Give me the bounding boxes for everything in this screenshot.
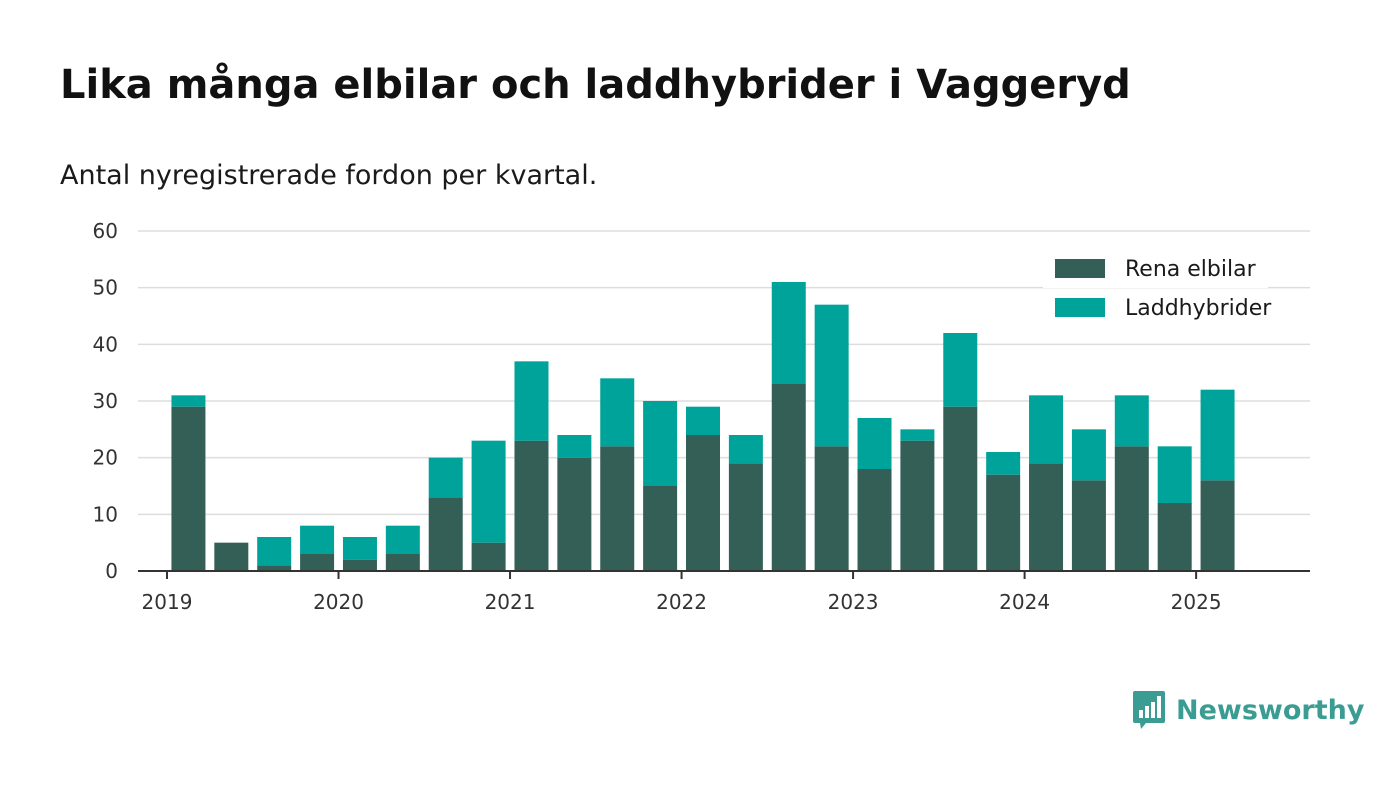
bar-rena-elbilar	[1200, 480, 1235, 571]
bar-rena-elbilar	[857, 469, 892, 571]
brand-name: Newsworthy	[1176, 694, 1365, 726]
bar-rena-elbilar	[342, 559, 377, 571]
bar-rena-elbilar	[428, 497, 463, 571]
bar-rena-elbilar	[385, 554, 420, 571]
bar-laddhybrider	[171, 395, 206, 407]
bar-laddhybrider	[1200, 389, 1235, 481]
bar-laddhybrider	[342, 537, 377, 560]
bar-laddhybrider	[643, 401, 678, 486]
bar-rena-elbilar	[986, 474, 1021, 571]
bar-rena-elbilar	[814, 446, 849, 571]
bar-laddhybrider	[728, 435, 763, 464]
grid-lines	[138, 230, 1310, 516]
legend-swatch	[1055, 259, 1105, 278]
y-tick-label: 0	[105, 559, 118, 583]
bar-rena-elbilar	[214, 542, 249, 571]
bar-rena-elbilar	[600, 446, 635, 571]
chart-subtitle: Antal nyregistrerade fordon per kvartal.	[60, 160, 598, 191]
bar-rena-elbilar	[1157, 503, 1192, 571]
x-tick-label: 2023	[828, 590, 879, 614]
y-tick-label: 40	[93, 332, 118, 356]
bar-rena-elbilar	[257, 565, 292, 571]
x-tick-label: 2021	[485, 590, 536, 614]
y-tick-label: 60	[93, 219, 118, 243]
legend-label: Rena elbilar	[1125, 257, 1257, 282]
bar-laddhybrider	[257, 537, 292, 566]
bar-rena-elbilar	[1114, 446, 1149, 571]
bar-chart-speech-bubble-icon	[1133, 691, 1165, 729]
bar-rena-elbilar	[300, 554, 335, 571]
bar-laddhybrider	[385, 525, 420, 554]
bar-laddhybrider	[600, 378, 635, 447]
bars	[171, 282, 1235, 571]
x-tick-label: 2024	[999, 590, 1050, 614]
x-tick-label: 2020	[313, 590, 364, 614]
bar-rena-elbilar	[943, 406, 978, 571]
bar-rena-elbilar	[900, 440, 935, 571]
bar-laddhybrider	[557, 435, 592, 458]
legend: Rena elbilar Laddhybrider	[1043, 250, 1272, 321]
bar-rena-elbilar	[471, 542, 506, 571]
bar-rena-elbilar	[557, 457, 592, 571]
bar-laddhybrider	[471, 440, 506, 543]
bar-laddhybrider	[986, 452, 1021, 475]
bar-laddhybrider	[1114, 395, 1149, 447]
bar-laddhybrider	[686, 406, 720, 435]
y-tick-label: 10	[93, 502, 118, 526]
newsworthy-logo: Newsworthy	[1132, 690, 1364, 730]
bar-rena-elbilar	[1071, 480, 1106, 571]
bar-rena-elbilar	[686, 435, 720, 571]
axes: 0 10 20 30 40 50 60 2019 2020 2021 2022 2023 2024 202…	[93, 219, 1310, 614]
bar-laddhybrider	[1071, 429, 1106, 481]
bar-laddhybrider	[943, 333, 978, 407]
bar-rena-elbilar	[771, 384, 806, 571]
bar-rena-elbilar	[643, 486, 678, 571]
y-tick-label: 30	[93, 389, 118, 413]
y-tick-label: 50	[93, 276, 118, 300]
x-tick-label: 2022	[656, 590, 707, 614]
bar-rena-elbilar	[514, 440, 549, 571]
bar-laddhybrider	[514, 361, 549, 441]
bar-rena-elbilar	[1029, 463, 1064, 571]
bar-rena-elbilar	[728, 463, 763, 571]
chart-title: Lika många elbilar och laddhybrider i Va…	[60, 62, 1131, 108]
x-tick-label: 2019	[142, 590, 193, 614]
bar-laddhybrider	[428, 457, 463, 498]
legend-swatch	[1055, 298, 1105, 317]
stacked-bar-chart: 0 10 20 30 40 50 60 2019 2020 2021 2022 2023 2024 202…	[93, 219, 1310, 614]
x-tick-label: 2025	[1171, 590, 1222, 614]
bar-laddhybrider	[857, 418, 892, 469]
bar-laddhybrider	[1157, 446, 1192, 503]
bar-laddhybrider	[771, 282, 806, 384]
legend-label: Laddhybrider	[1125, 296, 1272, 321]
bar-laddhybrider	[814, 304, 849, 447]
bar-rena-elbilar	[171, 406, 206, 571]
y-tick-label: 20	[93, 446, 118, 470]
bar-laddhybrider	[900, 429, 935, 441]
bar-laddhybrider	[1029, 395, 1064, 464]
bar-laddhybrider	[300, 525, 335, 554]
